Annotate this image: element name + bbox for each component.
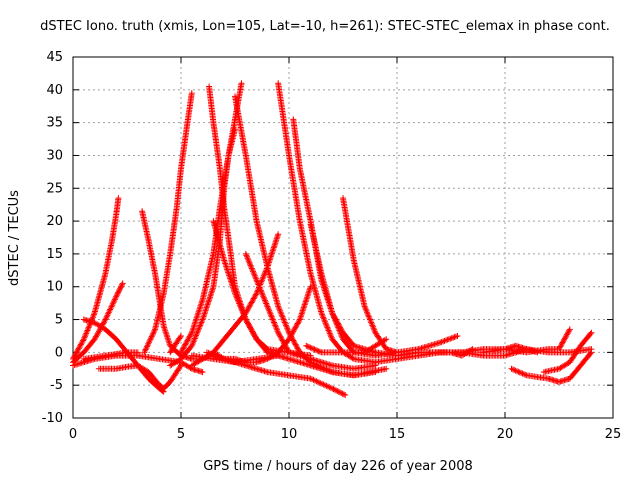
series-29 [508, 349, 595, 385]
series-19 [340, 195, 400, 356]
y-tick-label: 20 [46, 214, 63, 229]
y-tick-label: 10 [46, 280, 63, 295]
series-1-points [70, 195, 122, 362]
series-15 [242, 250, 379, 372]
series-9-points [167, 333, 184, 356]
y-tick-label: -5 [50, 378, 63, 393]
series-5-points [80, 349, 141, 362]
series-9 [167, 333, 184, 356]
y-tick-label: 5 [55, 313, 63, 328]
series-23-points [188, 352, 282, 366]
series-2 [70, 280, 126, 366]
x-tick-label: 10 [281, 427, 298, 442]
y-tick-label: 25 [46, 181, 63, 196]
y-tick-label: 35 [46, 116, 63, 131]
x-axis: 0 5 10 15 20 25 [69, 57, 621, 442]
series-5 [80, 349, 141, 362]
series-27 [426, 346, 476, 359]
series-8-points [141, 90, 195, 356]
chart-title: dSTEC Iono. truth (xmis, Lon=105, Lat=-1… [40, 19, 610, 34]
x-axis-label: GPS time / hours of day 226 of year 2008 [203, 459, 473, 474]
series-24 [303, 336, 390, 356]
series-28-points [480, 342, 541, 356]
series-2-points [70, 280, 126, 366]
y-tick-label: 0 [55, 345, 63, 360]
y-axis-label: dSTEC / TECUs [7, 190, 22, 286]
x-tick-label: 0 [69, 427, 77, 442]
x-tick-label: 5 [177, 427, 185, 442]
series-16-points [275, 80, 400, 366]
series-24-points [303, 336, 390, 356]
series-8 [141, 90, 195, 356]
y-tick-label: 40 [46, 83, 63, 98]
series-30-points [540, 329, 595, 376]
series-1 [70, 195, 122, 362]
x-tick-label: 20 [497, 427, 514, 442]
data-marks [70, 80, 595, 398]
series-23 [188, 352, 282, 366]
grid [73, 57, 613, 418]
series-28 [480, 342, 541, 356]
series-30 [540, 329, 595, 376]
series-27-points [426, 346, 476, 359]
y-tick-label: 45 [46, 50, 63, 65]
series-6-points [95, 362, 184, 392]
series-6 [95, 362, 184, 392]
series-15-points [242, 250, 379, 372]
x-tick-label: 15 [389, 427, 406, 442]
series-29-points [508, 349, 595, 385]
y-tick-label: -10 [42, 411, 63, 426]
x-tick-label: 25 [605, 427, 622, 442]
series-16 [275, 80, 400, 366]
y-tick-label: 30 [46, 148, 63, 163]
plot-frame [72, 56, 614, 419]
y-axis: -10 -5 0 5 10 15 20 25 30 35 40 45 [42, 50, 613, 426]
series-19-points [340, 195, 400, 356]
y-tick-label: 15 [46, 247, 63, 262]
